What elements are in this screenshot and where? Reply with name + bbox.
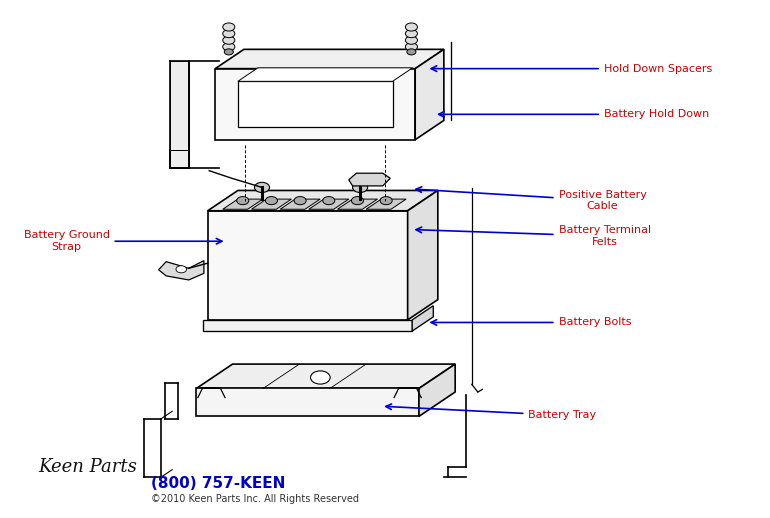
Circle shape <box>323 196 335 205</box>
Circle shape <box>176 266 186 273</box>
Circle shape <box>223 30 235 38</box>
Polygon shape <box>415 49 444 140</box>
Circle shape <box>405 36 417 44</box>
Polygon shape <box>238 68 413 81</box>
Text: Battery Bolts: Battery Bolts <box>431 318 631 327</box>
Polygon shape <box>412 306 434 331</box>
Text: Battery Terminal
Felts: Battery Terminal Felts <box>416 225 651 247</box>
Polygon shape <box>208 191 438 211</box>
Text: Hold Down Spacers: Hold Down Spacers <box>431 64 712 74</box>
Polygon shape <box>215 49 444 68</box>
Polygon shape <box>280 199 320 209</box>
Polygon shape <box>407 191 438 320</box>
Text: Battery Hold Down: Battery Hold Down <box>439 109 709 119</box>
Circle shape <box>405 30 417 38</box>
Circle shape <box>254 182 270 193</box>
Polygon shape <box>203 320 412 331</box>
Circle shape <box>294 196 306 205</box>
Circle shape <box>353 182 367 193</box>
Text: Positive Battery
Cable: Positive Battery Cable <box>416 187 647 211</box>
Polygon shape <box>309 199 349 209</box>
Polygon shape <box>419 364 455 416</box>
Polygon shape <box>170 61 189 168</box>
Polygon shape <box>223 199 263 209</box>
Circle shape <box>224 49 233 55</box>
Circle shape <box>405 23 417 31</box>
Polygon shape <box>215 68 415 140</box>
Polygon shape <box>349 173 390 186</box>
Circle shape <box>266 196 277 205</box>
Text: (800) 757-KEEN: (800) 757-KEEN <box>151 476 286 491</box>
Polygon shape <box>208 211 407 320</box>
Polygon shape <box>238 81 393 127</box>
Circle shape <box>407 49 416 55</box>
Circle shape <box>310 371 330 384</box>
Circle shape <box>380 196 392 205</box>
Text: Battery Ground
Strap: Battery Ground Strap <box>24 231 222 252</box>
Text: Keen Parts: Keen Parts <box>38 458 137 476</box>
Circle shape <box>223 23 235 31</box>
Circle shape <box>223 43 235 51</box>
Text: ©2010 Keen Parts Inc. All Rights Reserved: ©2010 Keen Parts Inc. All Rights Reserve… <box>151 494 359 503</box>
Polygon shape <box>159 261 204 280</box>
Polygon shape <box>367 199 406 209</box>
Circle shape <box>405 43 417 51</box>
Circle shape <box>223 36 235 44</box>
Circle shape <box>236 196 249 205</box>
Text: Battery Tray: Battery Tray <box>386 404 597 420</box>
Polygon shape <box>196 388 419 416</box>
Polygon shape <box>337 199 377 209</box>
Polygon shape <box>252 199 291 209</box>
Polygon shape <box>196 364 455 388</box>
Circle shape <box>351 196 363 205</box>
